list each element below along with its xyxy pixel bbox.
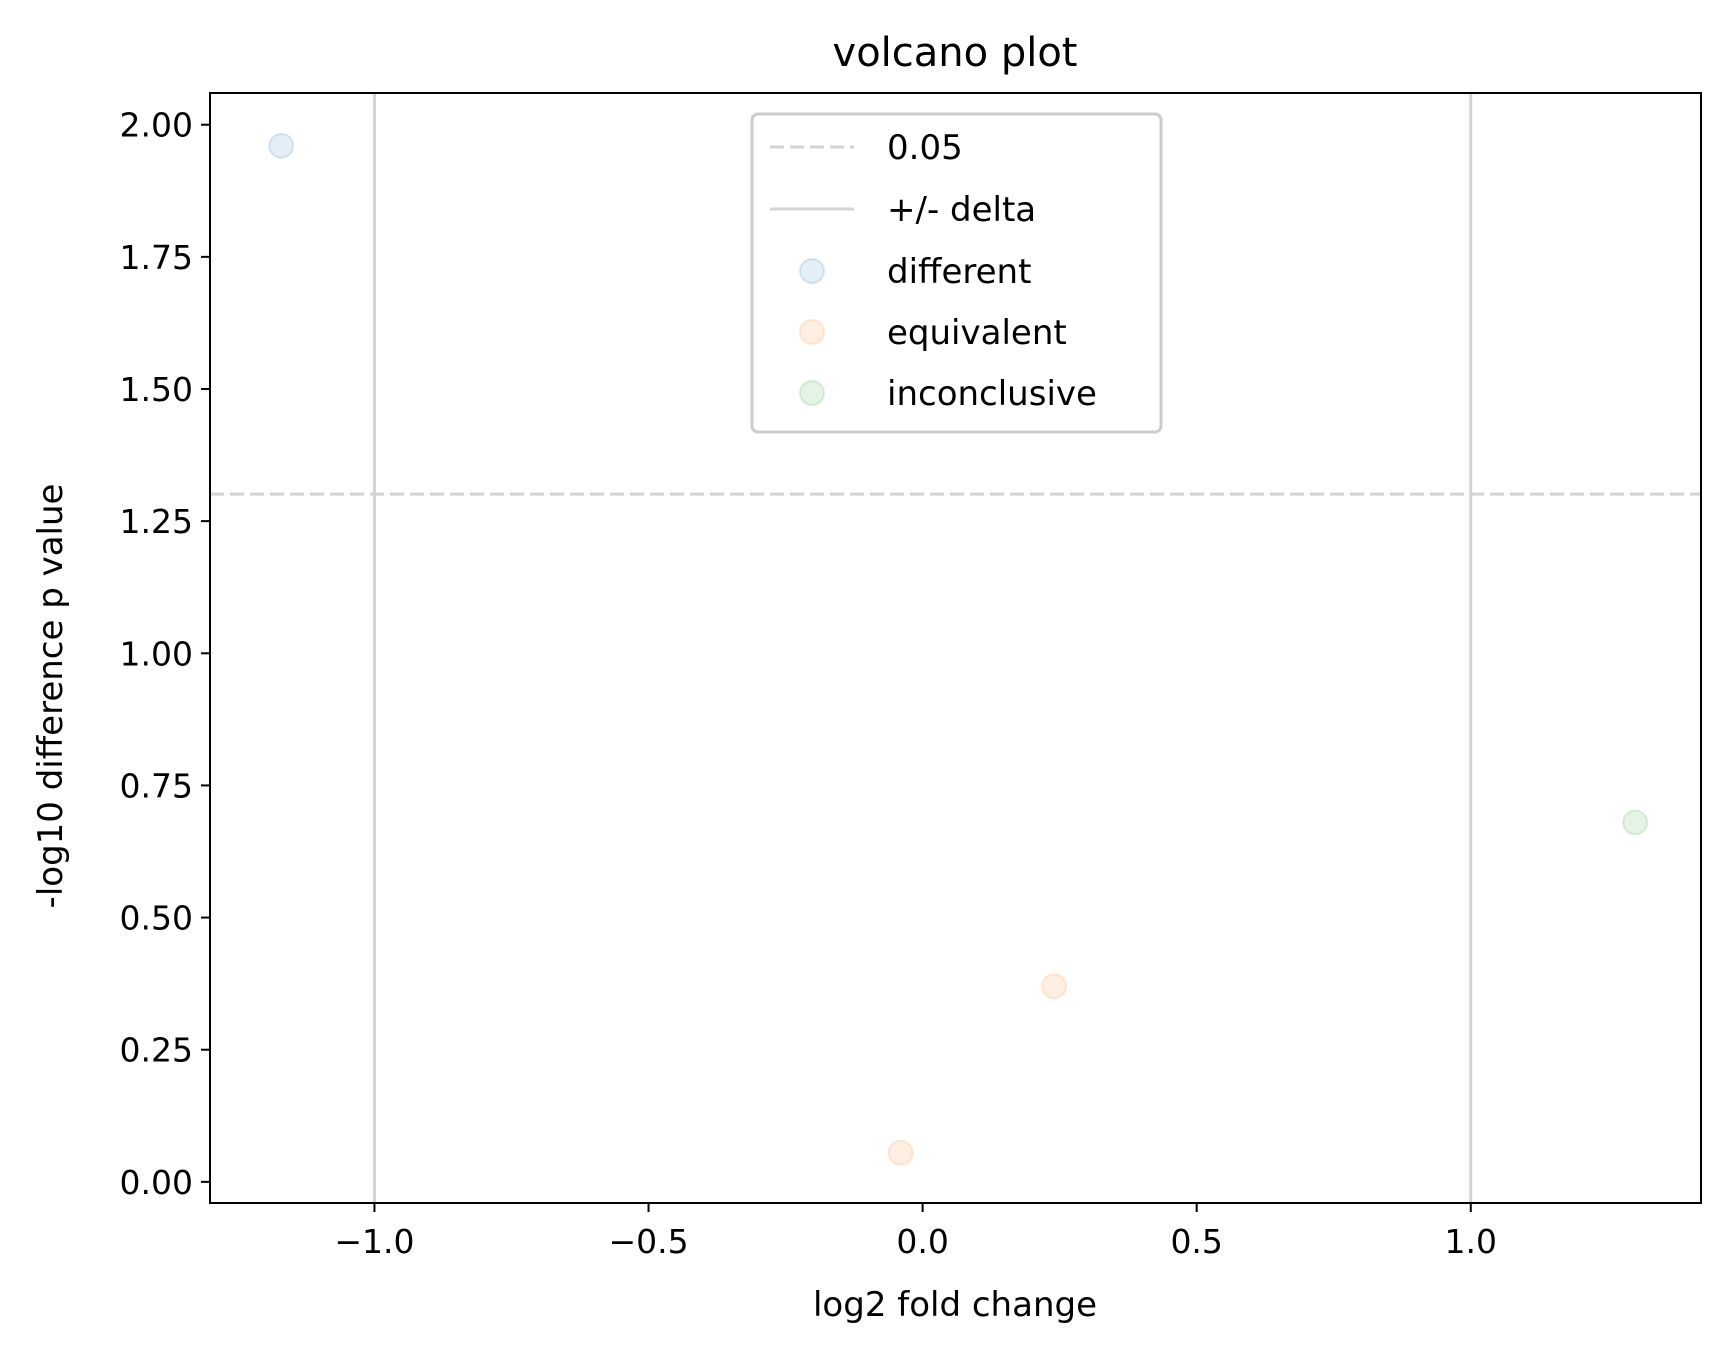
y-tick-label: 1.50 <box>120 370 193 409</box>
legend: 0.05 +/- delta different equivalent inconclu… <box>750 112 1163 434</box>
y-tick-label: 1.00 <box>120 634 193 673</box>
y-tick-label: 0.75 <box>120 766 193 805</box>
data-point-inconclusive-0 <box>1622 809 1649 836</box>
data-point-different-0 <box>268 132 295 159</box>
legend-symbol-equivalent <box>799 319 825 345</box>
legend-symbol-different <box>799 258 825 284</box>
legend-label-threshold: 0.05 <box>887 128 963 168</box>
legend-symbol-inconclusive <box>799 380 825 406</box>
y-tick-label: 0.50 <box>120 899 193 938</box>
y-tick-label: 1.25 <box>120 502 193 541</box>
x-tick-label: −1.0 <box>334 1222 414 1261</box>
y-tick-label: 0.00 <box>120 1163 193 1202</box>
plot-frame <box>209 92 1702 1204</box>
x-tick-label: 1.0 <box>1445 1222 1497 1261</box>
x-tick-label: −0.5 <box>608 1222 688 1261</box>
y-axis-label: -log10 difference p value <box>31 484 71 909</box>
data-point-equivalent-0 <box>887 1139 914 1166</box>
x-tick-label: 0.0 <box>896 1222 948 1261</box>
legend-box <box>750 112 1163 434</box>
y-tick-label: 1.75 <box>120 238 193 277</box>
y-tick-label: 2.00 <box>120 106 193 145</box>
legend-label-inconclusive: inconclusive <box>887 374 1097 414</box>
plot-area: −1.0 −0.5 0.0 0.5 1.0 0.00 0.25 0.50 0.75 1.00 1.2… <box>120 92 1702 1261</box>
data-point-equivalent-1 <box>1041 973 1068 1000</box>
legend-label-equivalent: equivalent <box>887 313 1067 353</box>
x-tick-label: 0.5 <box>1170 1222 1222 1261</box>
legend-label-delta: +/- delta <box>887 190 1036 230</box>
x-axis-label: log2 fold change <box>813 1285 1097 1325</box>
legend-label-different: different <box>887 252 1031 292</box>
y-tick-label: 0.25 <box>120 1031 193 1070</box>
chart-title: volcano plot <box>833 30 1078 76</box>
